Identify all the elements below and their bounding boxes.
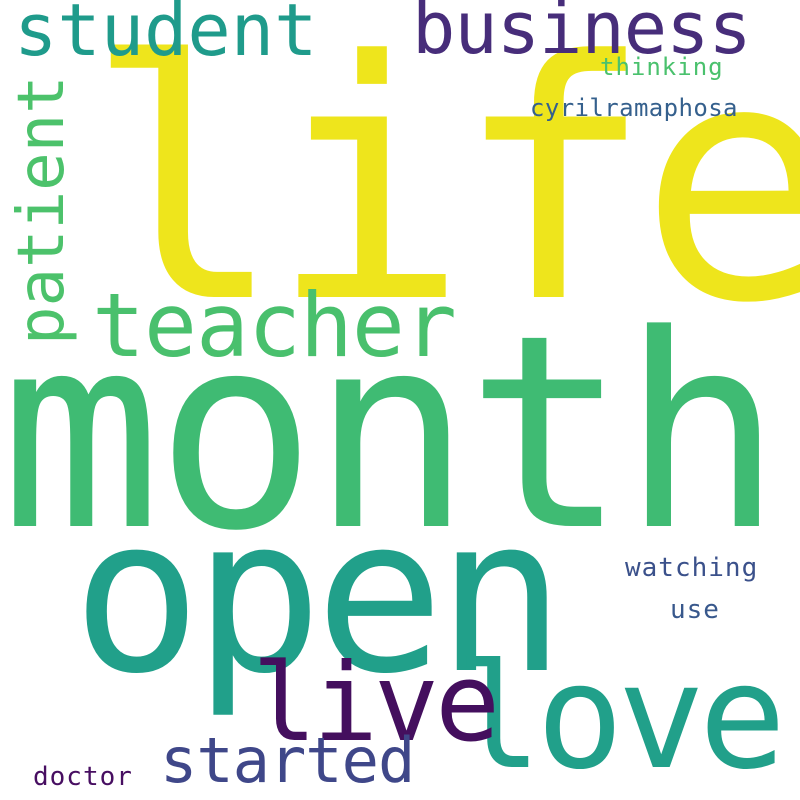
word-watching: watching [625,553,759,583]
word-love: love [455,633,786,800]
word-teacher: teacher [92,274,457,377]
word-life: life [85,0,800,375]
word-use: use [670,595,720,625]
word-patient: patient [5,75,79,345]
word-started: started [160,724,415,797]
word-open: open [72,470,566,721]
word-doctor: doctor [33,762,133,792]
word-cyrilramaphosa: cyrilramaphosa [530,94,738,122]
word-month: month [0,278,783,590]
word-student: student [14,0,318,72]
word-business: business [412,0,752,70]
word-thinking: thinking [600,53,724,81]
word-live: live [252,641,500,766]
